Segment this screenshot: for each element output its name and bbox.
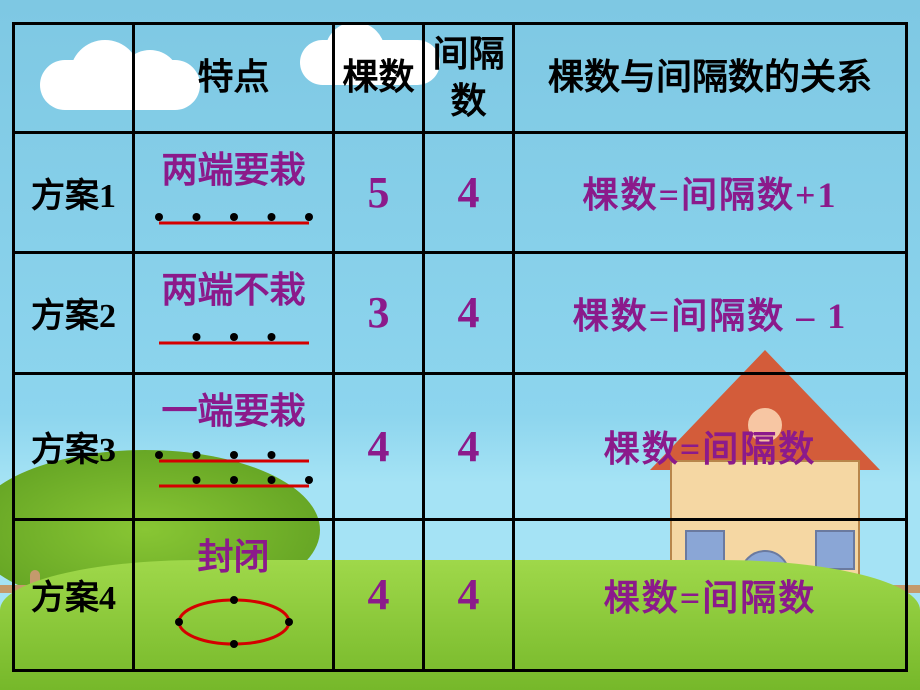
trees-count: 4 <box>334 519 424 670</box>
header-blank <box>14 24 134 133</box>
header-gaps: 间隔数 <box>424 24 514 133</box>
feature-cell: 两端不栽 <box>134 253 334 374</box>
table-row: 方案2两端不栽 34棵数=间隔数 – 1 <box>14 253 907 374</box>
plan-label: 方案1 <box>14 132 134 253</box>
gaps-count: 4 <box>424 373 514 519</box>
trees-count: 5 <box>334 132 424 253</box>
header-feature: 特点 <box>134 24 334 133</box>
feature-cell: 两端要栽 <box>134 132 334 253</box>
feature-text: 两端要栽 <box>139 141 328 193</box>
plan-label: 方案2 <box>14 253 134 374</box>
relation-formula: 棵数=间隔数+1 <box>514 132 907 253</box>
feature-diagram <box>149 442 319 501</box>
table-header-row: 特点 棵数 间隔数 棵数与间隔数的关系 <box>14 24 907 133</box>
feature-text: 两端不栽 <box>139 261 328 313</box>
gaps-count: 4 <box>424 253 514 374</box>
trees-count: 3 <box>334 253 424 374</box>
feature-text: 一端要栽 <box>139 382 328 434</box>
feature-diagram <box>149 321 319 355</box>
feature-cell: 封闭 <box>134 519 334 670</box>
plan-label: 方案3 <box>14 373 134 519</box>
feature-text: 封闭 <box>139 528 328 580</box>
header-trees: 棵数 <box>334 24 424 133</box>
header-relation: 棵数与间隔数的关系 <box>514 24 907 133</box>
gaps-count: 4 <box>424 519 514 670</box>
feature-diagram <box>149 201 319 235</box>
feature-cell: 一端要栽 <box>134 373 334 519</box>
feature-diagram <box>149 588 319 652</box>
table-row: 方案1两端要栽 54棵数=间隔数+1 <box>14 132 907 253</box>
relation-formula: 棵数=间隔数 <box>514 373 907 519</box>
gaps-count: 4 <box>424 132 514 253</box>
trees-count: 4 <box>334 373 424 519</box>
table-row: 方案4封闭 44棵数=间隔数 <box>14 519 907 670</box>
table-row: 方案3一端要栽 44棵数=间隔数 <box>14 373 907 519</box>
relation-formula: 棵数=间隔数 – 1 <box>514 253 907 374</box>
plan-label: 方案4 <box>14 519 134 670</box>
table-body: 方案1两端要栽 54棵数=间隔数+1方案2两端不栽 34棵数=间隔数 – 1方案… <box>14 132 907 670</box>
relation-formula: 棵数=间隔数 <box>514 519 907 670</box>
planting-table: 特点 棵数 间隔数 棵数与间隔数的关系 方案1两端要栽 54棵数=间隔数+1方案… <box>12 22 908 672</box>
